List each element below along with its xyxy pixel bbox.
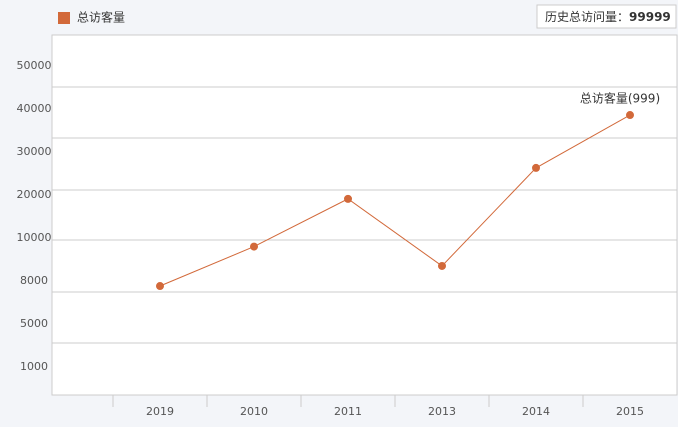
data-point bbox=[250, 242, 258, 251]
y-tick-label: 20000 bbox=[17, 188, 52, 201]
legend-swatch bbox=[58, 12, 70, 24]
y-tick-label: 10000 bbox=[17, 231, 52, 244]
annotation: 总访客量(999) bbox=[580, 91, 660, 106]
grid bbox=[52, 86, 677, 344]
y-tick-label: 30000 bbox=[17, 145, 52, 158]
y-tick-label: 8000 bbox=[20, 274, 48, 287]
data-point bbox=[626, 111, 634, 120]
summary: 历史总访问量：99999 bbox=[545, 10, 671, 24]
y-tick-label: 1000 bbox=[20, 360, 48, 373]
x-tick-label: 2019 bbox=[146, 405, 174, 418]
x-tick-label: 2015 bbox=[616, 405, 644, 418]
x-tick-label: 2014 bbox=[522, 405, 550, 418]
y-tick-label: 50000 bbox=[17, 59, 52, 72]
series-line bbox=[159, 114, 631, 287]
x-tick-label: 2011 bbox=[334, 405, 362, 418]
summary-label: 历史总访问量： bbox=[545, 10, 629, 24]
data-point bbox=[532, 163, 540, 172]
plot-area bbox=[51, 34, 678, 396]
data-point bbox=[344, 194, 352, 203]
y-tick-label: 5000 bbox=[20, 317, 48, 330]
summary-value: 99999 bbox=[629, 10, 671, 24]
summary-box bbox=[536, 4, 677, 29]
x-tick-label: 2010 bbox=[240, 405, 268, 418]
legend-label: 总访客量 bbox=[77, 10, 125, 25]
x-tick-label: 2013 bbox=[428, 405, 456, 418]
data-point bbox=[438, 261, 446, 270]
y-tick-label: 40000 bbox=[17, 102, 52, 115]
data-point bbox=[156, 282, 164, 291]
